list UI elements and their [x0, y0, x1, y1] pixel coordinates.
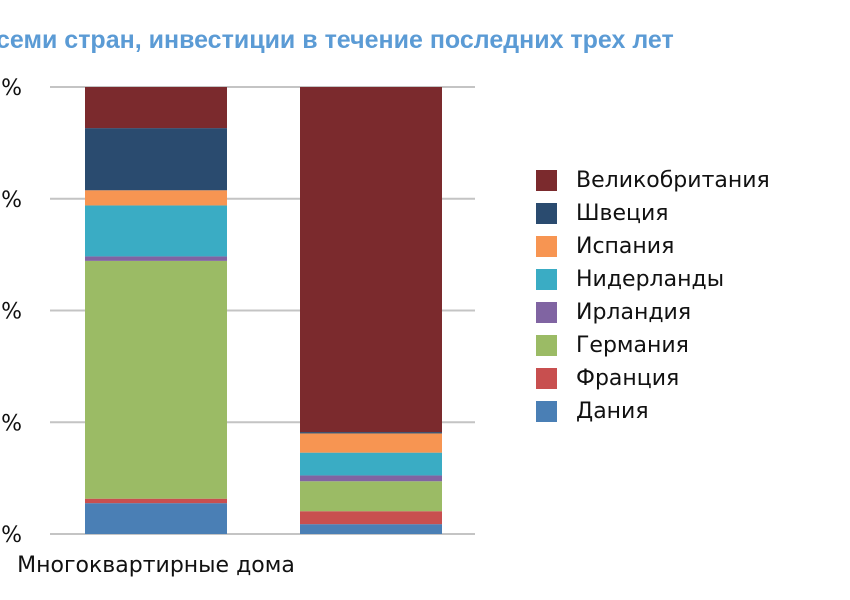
legend-label: Франция	[576, 366, 680, 391]
chart-title: семи стран, инвестиции в течение последн…	[0, 26, 674, 54]
legend-swatch	[536, 368, 557, 389]
legend-label: Великобритания	[576, 168, 770, 193]
legend-label: Ирландия	[576, 300, 692, 325]
bar-segment-Ирландия	[85, 256, 227, 261]
bar-segment-Нидерланды	[85, 205, 227, 257]
legend-swatch	[536, 203, 557, 224]
legend-label: Швеция	[576, 201, 669, 226]
legend-label: Дания	[576, 399, 649, 424]
legend-item: Испания	[536, 230, 770, 263]
legend-item: Ирландия	[536, 296, 770, 329]
bar-segment-Испания	[300, 433, 442, 453]
legend-label: Германия	[576, 333, 689, 358]
legend-item: Франция	[536, 362, 770, 395]
bar-segment-Нидерланды	[300, 452, 442, 476]
bar-segment-Дания	[300, 524, 442, 534]
bar-segment-Великобритания	[300, 87, 442, 433]
legend-item: Великобритания	[536, 164, 770, 197]
x-category-label: Многоквартирные дома	[17, 553, 295, 578]
legend-item: Швеция	[536, 197, 770, 230]
bar-segment-Великобритания	[85, 87, 227, 129]
legend-item: Дания	[536, 395, 770, 428]
bar-segment-Германия	[85, 260, 227, 499]
legend-swatch	[536, 236, 557, 257]
bar-segment-Германия	[300, 481, 442, 512]
legend-swatch	[536, 302, 557, 323]
legend-swatch	[536, 269, 557, 290]
legend-swatch	[536, 170, 557, 191]
bar-segment-Испания	[85, 190, 227, 206]
y-tick-label: 50%	[0, 300, 22, 325]
bar-segment-Швеция	[85, 128, 227, 191]
legend-label: Испания	[576, 234, 675, 259]
legend-swatch	[536, 335, 557, 356]
bar-segment-Дания	[85, 503, 227, 534]
y-tick-label: 0%	[0, 523, 22, 548]
legend: Великобритания Швеция Испания Нидерланды Ирл…	[536, 164, 770, 428]
legend-item: Германия	[536, 329, 770, 362]
bar-segment-Франция	[85, 498, 227, 504]
legend-swatch	[536, 401, 557, 422]
legend-item: Нидерланды	[536, 263, 770, 296]
y-tick-label: 75%	[0, 188, 22, 213]
legend-label: Нидерланды	[576, 267, 725, 292]
bar-segment-Ирландия	[300, 475, 442, 482]
bar-segment-Франция	[300, 511, 442, 525]
y-tick-label: 100%	[0, 76, 22, 101]
bar-segment-Швеция	[300, 432, 442, 434]
y-tick-label: 25%	[0, 411, 22, 436]
